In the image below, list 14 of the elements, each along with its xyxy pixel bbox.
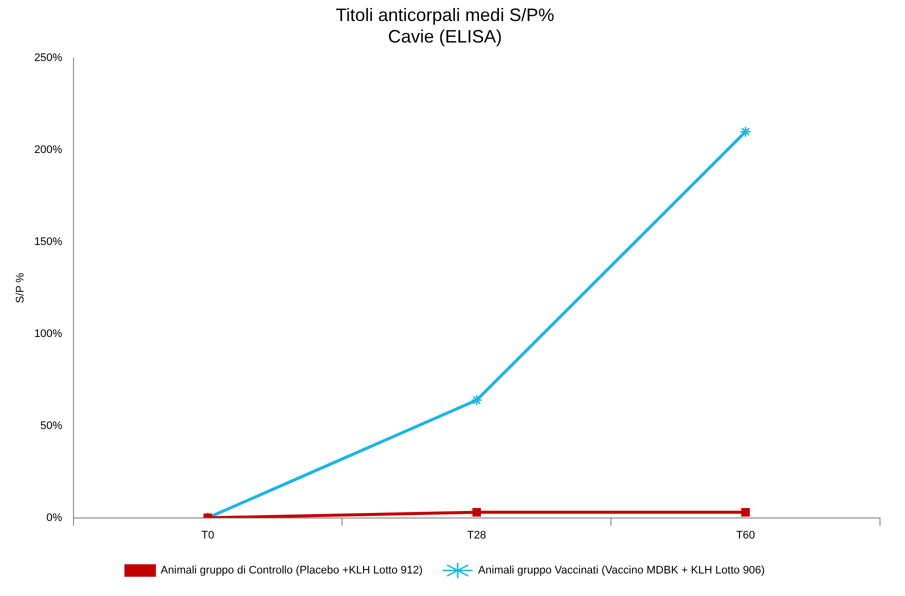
x-tick-label: T0 — [201, 529, 214, 542]
x-tick-label: T28 — [467, 529, 486, 542]
y-tick-label: 0% — [46, 512, 63, 524]
x-tick-label: T60 — [736, 529, 756, 542]
legend-label: Animali gruppo Vaccinati (Vaccino MDBK + KLH Lotto 906) — [478, 564, 765, 577]
y-tick-label: 100% — [34, 328, 63, 340]
chart-subtitle: Cavie (ELISA) — [388, 26, 502, 46]
y-tick-label: 150% — [34, 236, 63, 248]
y-tick-label: 200% — [34, 144, 63, 156]
legend-label: Animali gruppo di Controllo (Placebo +KLH Lotto 912) — [160, 564, 423, 577]
chart-title: Titoli anticorpali medi S/P% — [336, 4, 554, 25]
y-tick-label: 250% — [34, 52, 63, 64]
y-axis-title: S/P % — [14, 272, 27, 304]
y-tick-label: 50% — [40, 420, 63, 432]
